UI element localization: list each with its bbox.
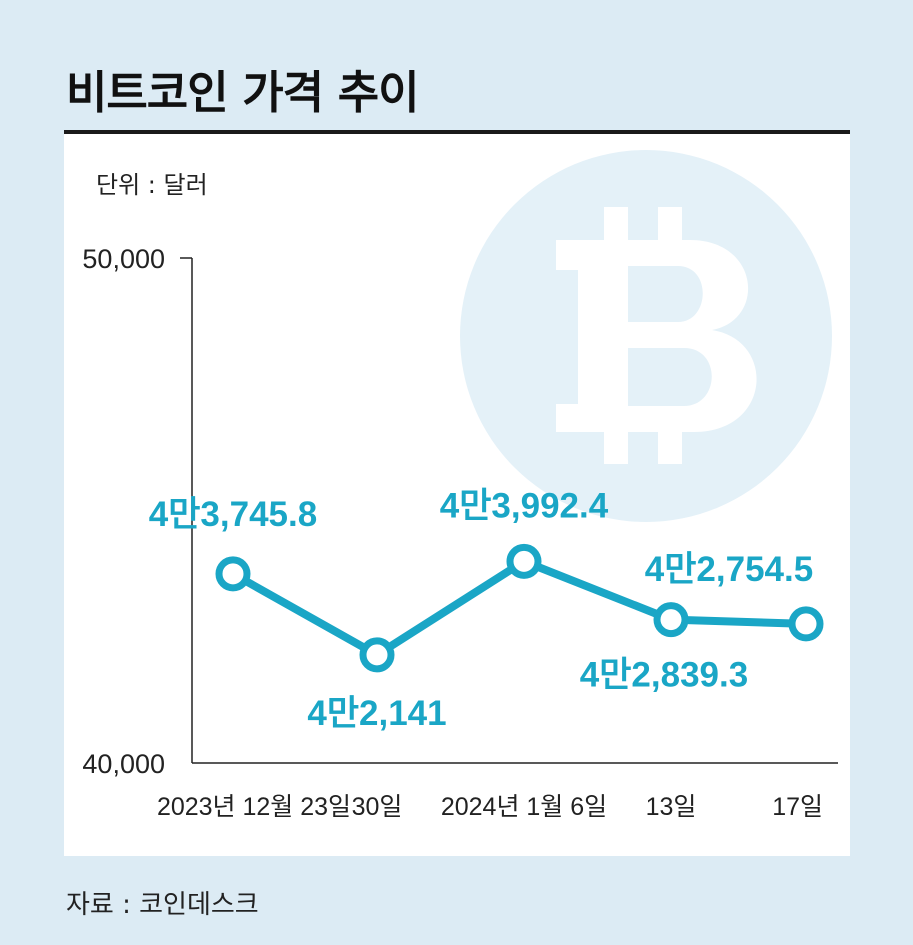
x-tick-label: 13일 bbox=[646, 793, 697, 821]
data-label: 4만2,839.3 bbox=[580, 656, 748, 695]
data-label: 4만2,754.5 bbox=[645, 550, 813, 589]
data-point bbox=[359, 637, 395, 673]
page-title: 비트코인 가격 추이 bbox=[66, 66, 420, 119]
chart-axes: 50,000 40,000 2023년 12월 23일 30일 2024년 1월 6일 1… bbox=[82, 244, 838, 821]
x-tick-label: 2023년 12월 23일 bbox=[157, 793, 351, 821]
x-tick-label: 2024년 1월 6일 bbox=[441, 793, 607, 821]
data-point bbox=[788, 606, 824, 642]
data-label: 4만2,141 bbox=[307, 694, 446, 733]
data-point bbox=[506, 543, 542, 579]
unit-label: 단위 : 달러 bbox=[96, 171, 208, 199]
chart-labels: 4만3,745.8 4만2,141 4만3,992.4 4만2,839.3 4만2,75… bbox=[149, 486, 813, 732]
data-label: 4만3,992.4 bbox=[440, 486, 609, 525]
data-point bbox=[653, 602, 689, 638]
y-tick-label: 50,000 bbox=[82, 244, 165, 274]
x-tick-label: 30일 bbox=[352, 793, 403, 821]
y-tick-label: 40,000 bbox=[82, 749, 165, 779]
x-tick-label: 17일 bbox=[772, 793, 823, 821]
source-label: 자료 : 코인데스크 bbox=[66, 890, 259, 920]
bitcoin-logo-icon bbox=[460, 150, 832, 522]
chart-series bbox=[215, 543, 824, 673]
data-point bbox=[215, 556, 251, 592]
data-label: 4만3,745.8 bbox=[149, 495, 317, 534]
title-rule bbox=[64, 130, 850, 134]
